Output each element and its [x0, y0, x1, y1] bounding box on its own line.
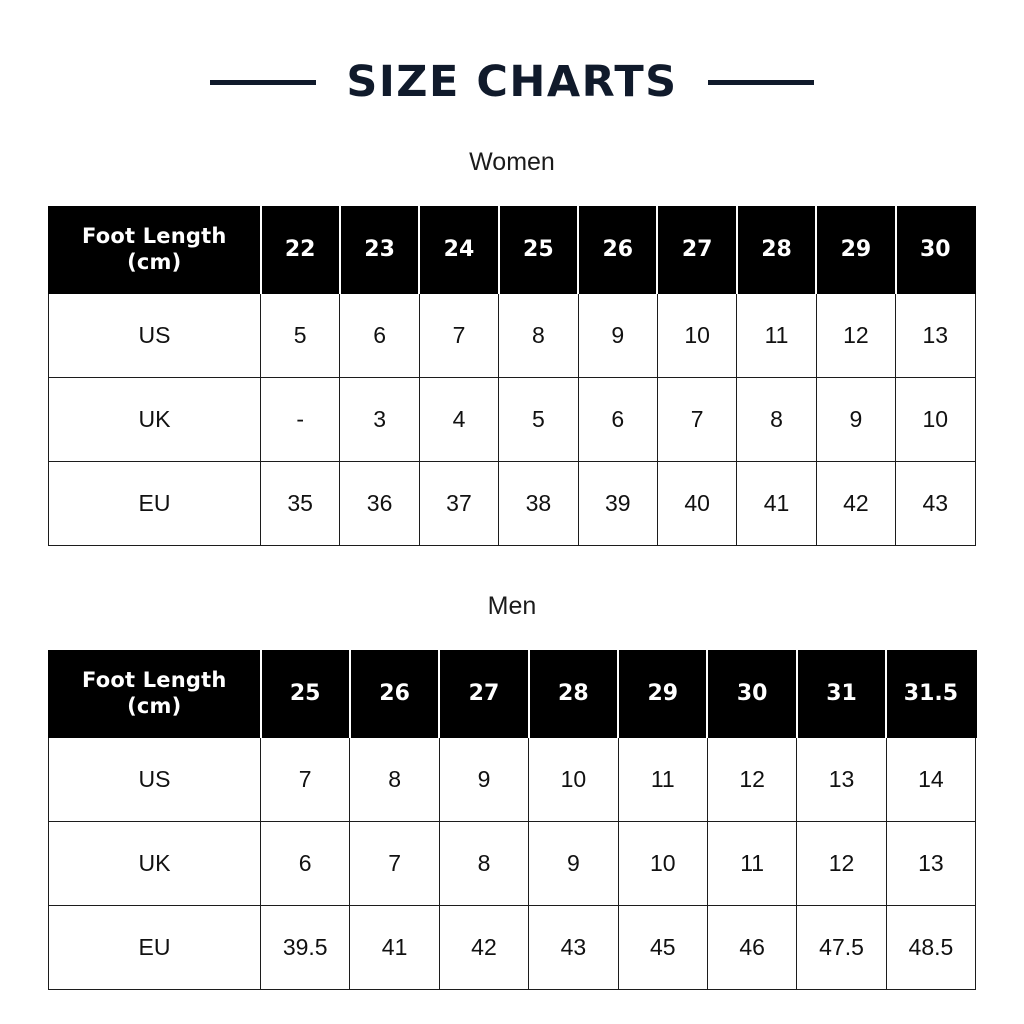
row-label-eu: EU [48, 461, 261, 546]
header-size-cell: 31.5 [885, 650, 977, 738]
data-cell: 9 [577, 293, 658, 378]
header-size-cell: 27 [656, 206, 738, 294]
data-cell: 43 [528, 905, 619, 990]
data-cell: 40 [656, 461, 738, 546]
header-size-cell: 30 [895, 206, 977, 294]
data-cell: 8 [736, 377, 817, 462]
table-header-row: Foot Length (cm) 25 26 27 28 29 30 31 31… [48, 650, 977, 738]
header-size-cell: 30 [706, 650, 798, 738]
header-size-cell: 24 [418, 206, 500, 294]
data-cell: 5 [259, 293, 341, 378]
data-cell: 6 [259, 821, 351, 906]
table-header-row: Foot Length (cm) 22 23 24 25 26 27 28 29… [48, 206, 977, 294]
data-cell: 7 [418, 293, 500, 378]
header-foot-length: Foot Length (cm) [48, 650, 262, 738]
row-label-uk: UK [48, 821, 261, 906]
header-foot-length: Foot Length (cm) [48, 206, 262, 294]
data-cell: 10 [656, 293, 738, 378]
table-row: US 5 6 7 8 9 10 11 12 13 [48, 293, 976, 378]
data-cell: 11 [736, 293, 817, 378]
header-size-cell: 26 [577, 206, 659, 294]
table-row: US 7 8 9 10 11 12 13 14 [48, 737, 977, 822]
data-cell: 9 [438, 737, 530, 822]
data-cell: 12 [706, 737, 798, 822]
data-cell: 13 [885, 821, 977, 906]
row-label-us: US [48, 293, 261, 378]
data-cell: 12 [796, 821, 887, 906]
data-cell: 41 [736, 461, 817, 546]
data-cell: 14 [885, 737, 977, 822]
data-cell: 45 [617, 905, 708, 990]
data-cell: 7 [259, 737, 351, 822]
data-cell: 48.5 [885, 905, 977, 990]
data-cell: 47.5 [796, 905, 887, 990]
row-label-uk: UK [48, 377, 261, 462]
data-cell: 39.5 [259, 905, 351, 990]
data-cell: 9 [815, 377, 897, 462]
data-cell: 7 [656, 377, 738, 462]
table-row: EU 39.5 41 42 43 45 46 47.5 48.5 [48, 905, 977, 990]
title-rule-right-icon [707, 79, 814, 85]
section-caption-women: Women [469, 148, 555, 176]
data-cell: 7 [349, 821, 440, 906]
header-size-cell: 29 [617, 650, 709, 738]
header-size-cell: 23 [339, 206, 421, 294]
data-cell: 6 [577, 377, 658, 462]
header-size-cell: 29 [815, 206, 897, 294]
data-cell: 10 [528, 737, 619, 822]
data-cell: 6 [339, 293, 420, 378]
size-table-women: Foot Length (cm) 22 23 24 25 26 27 28 29… [48, 206, 977, 546]
data-cell: 13 [796, 737, 887, 822]
page-title: SIZE CHARTS [346, 56, 678, 107]
data-cell: 43 [895, 461, 976, 546]
section-caption-men: Men [487, 592, 537, 620]
data-cell: 4 [418, 377, 500, 462]
data-cell: 35 [259, 461, 341, 546]
data-cell: 46 [706, 905, 798, 990]
data-cell: 39 [577, 461, 658, 546]
data-cell: 9 [528, 821, 619, 906]
header-size-cell: 28 [736, 206, 818, 294]
data-cell: 8 [438, 821, 530, 906]
data-cell: 36 [339, 461, 420, 546]
data-cell: 42 [438, 905, 530, 990]
table-row: UK - 3 4 5 6 7 8 9 10 [48, 377, 976, 462]
header-size-cell: 28 [528, 650, 620, 738]
data-cell: 38 [498, 461, 579, 546]
table-row: UK 6 7 8 9 10 11 12 13 [48, 821, 977, 906]
data-cell: 37 [418, 461, 500, 546]
table-row: EU 35 36 37 38 39 40 41 42 43 [48, 461, 976, 546]
header-size-cell: 25 [259, 650, 351, 738]
data-cell: 8 [498, 293, 579, 378]
data-cell: - [259, 377, 341, 462]
header-size-cell: 31 [796, 650, 888, 738]
header-size-cell: 27 [438, 650, 530, 738]
row-label-us: US [48, 737, 261, 822]
header-size-cell: 25 [498, 206, 580, 294]
data-cell: 10 [895, 377, 976, 462]
title-rule-left-icon [210, 79, 317, 85]
data-cell: 12 [815, 293, 897, 378]
data-cell: 3 [339, 377, 420, 462]
page-title-row: SIZE CHARTS [0, 52, 1024, 112]
data-cell: 5 [498, 377, 579, 462]
header-size-cell: 26 [349, 650, 441, 738]
header-size-cell: 22 [259, 206, 341, 294]
data-cell: 13 [895, 293, 976, 378]
data-cell: 10 [617, 821, 708, 906]
data-cell: 8 [349, 737, 440, 822]
data-cell: 41 [349, 905, 440, 990]
size-table-men: Foot Length (cm) 25 26 27 28 29 30 31 31… [48, 650, 977, 990]
data-cell: 11 [617, 737, 708, 822]
data-cell: 11 [706, 821, 798, 906]
row-label-eu: EU [48, 905, 261, 990]
data-cell: 42 [815, 461, 897, 546]
